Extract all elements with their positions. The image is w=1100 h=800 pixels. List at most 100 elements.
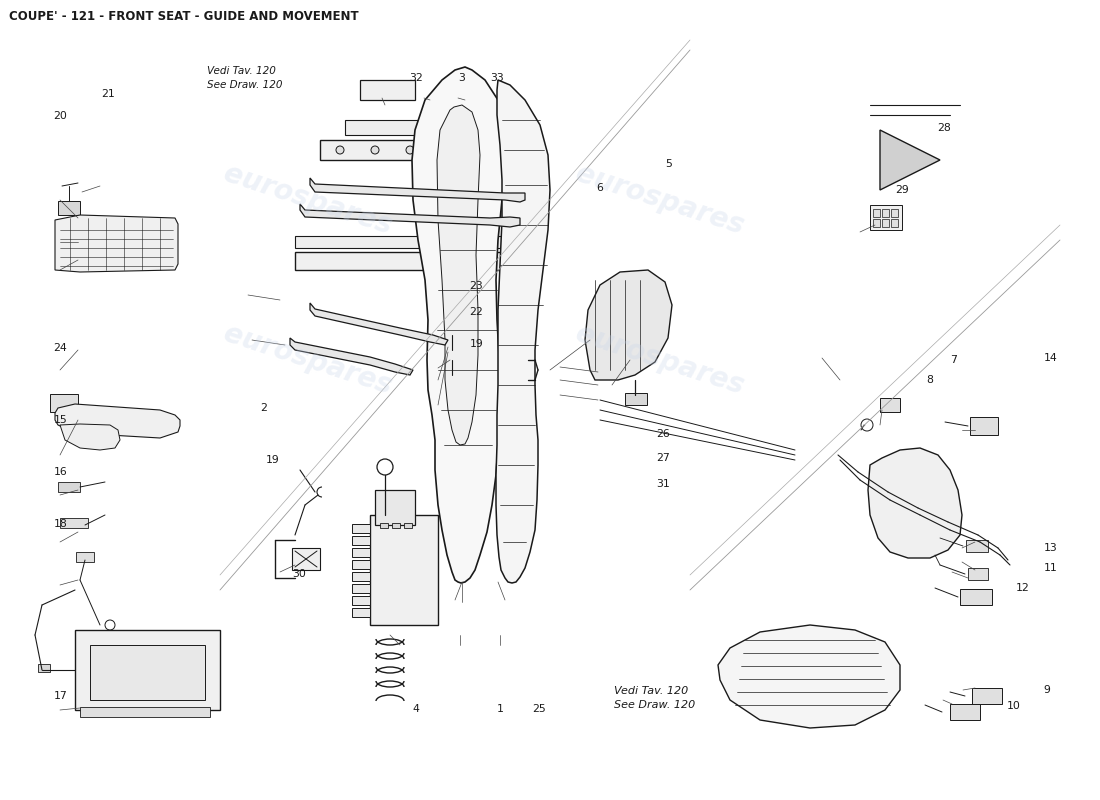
Text: 6: 6 bbox=[596, 183, 603, 193]
Text: Vedi Tav. 120
See Draw. 120: Vedi Tav. 120 See Draw. 120 bbox=[207, 66, 283, 90]
Bar bbox=[882, 219, 889, 227]
Circle shape bbox=[441, 146, 449, 154]
Text: 3: 3 bbox=[459, 73, 465, 82]
Bar bbox=[870, 205, 902, 230]
Bar bbox=[50, 394, 78, 412]
Polygon shape bbox=[55, 215, 178, 272]
Bar bbox=[90, 645, 205, 700]
Bar bbox=[882, 209, 889, 217]
Text: 20: 20 bbox=[54, 111, 67, 121]
Polygon shape bbox=[290, 338, 412, 375]
Text: eurospares: eurospares bbox=[220, 159, 396, 241]
Polygon shape bbox=[60, 424, 120, 450]
Bar bbox=[352, 548, 370, 557]
Text: 27: 27 bbox=[657, 454, 670, 463]
Bar bbox=[320, 140, 520, 160]
Text: 9: 9 bbox=[1044, 685, 1050, 694]
Text: 30: 30 bbox=[293, 570, 306, 579]
Circle shape bbox=[470, 151, 476, 157]
Circle shape bbox=[462, 159, 468, 165]
Circle shape bbox=[476, 146, 484, 154]
Circle shape bbox=[454, 167, 460, 173]
Circle shape bbox=[336, 146, 344, 154]
Bar bbox=[873, 219, 880, 227]
Circle shape bbox=[462, 167, 468, 173]
Circle shape bbox=[861, 419, 873, 431]
Text: Vedi Tav. 120
See Draw. 120: Vedi Tav. 120 See Draw. 120 bbox=[614, 686, 695, 710]
Text: 17: 17 bbox=[54, 691, 67, 701]
Text: 25: 25 bbox=[532, 704, 546, 714]
Text: 33: 33 bbox=[491, 73, 504, 82]
Bar bbox=[966, 540, 988, 552]
Bar bbox=[404, 523, 412, 528]
Text: 11: 11 bbox=[1044, 563, 1057, 573]
Polygon shape bbox=[718, 625, 900, 728]
Bar bbox=[352, 596, 370, 605]
Text: 24: 24 bbox=[54, 343, 67, 353]
Bar bbox=[39, 664, 50, 672]
Bar bbox=[60, 518, 88, 528]
Bar bbox=[58, 482, 80, 492]
Bar bbox=[352, 524, 370, 533]
Polygon shape bbox=[437, 105, 480, 445]
Text: 19: 19 bbox=[266, 455, 279, 465]
Bar bbox=[625, 393, 647, 405]
Polygon shape bbox=[585, 270, 672, 380]
Bar bbox=[970, 417, 998, 435]
Text: 31: 31 bbox=[657, 479, 670, 489]
Polygon shape bbox=[55, 404, 180, 438]
Polygon shape bbox=[496, 80, 550, 583]
Polygon shape bbox=[412, 67, 505, 583]
Bar bbox=[392, 523, 400, 528]
Circle shape bbox=[446, 151, 452, 157]
Circle shape bbox=[454, 159, 460, 165]
Bar bbox=[873, 209, 880, 217]
Circle shape bbox=[462, 151, 468, 157]
Polygon shape bbox=[310, 303, 448, 345]
Text: 15: 15 bbox=[54, 415, 67, 425]
Bar bbox=[370, 515, 438, 625]
Text: 14: 14 bbox=[1044, 354, 1057, 363]
Bar bbox=[352, 608, 370, 617]
Bar bbox=[292, 548, 320, 570]
Bar bbox=[880, 398, 900, 412]
Circle shape bbox=[446, 159, 452, 165]
Polygon shape bbox=[310, 178, 525, 202]
Text: 10: 10 bbox=[1008, 701, 1021, 710]
Bar bbox=[950, 704, 980, 720]
Text: 23: 23 bbox=[470, 282, 483, 291]
Text: 22: 22 bbox=[470, 307, 483, 317]
Text: 4: 4 bbox=[412, 704, 419, 714]
Bar bbox=[379, 523, 388, 528]
Bar bbox=[76, 552, 94, 562]
Bar bbox=[960, 589, 992, 605]
Bar bbox=[80, 707, 210, 717]
Bar bbox=[75, 630, 220, 710]
Text: 29: 29 bbox=[895, 186, 909, 195]
Bar bbox=[375, 490, 415, 525]
Polygon shape bbox=[880, 130, 940, 190]
Circle shape bbox=[470, 167, 476, 173]
Text: 5: 5 bbox=[666, 159, 672, 169]
Bar bbox=[352, 584, 370, 593]
Text: 26: 26 bbox=[657, 429, 670, 438]
Circle shape bbox=[406, 146, 414, 154]
Bar bbox=[891, 209, 898, 217]
Text: 13: 13 bbox=[1044, 543, 1057, 553]
Text: 32: 32 bbox=[409, 73, 422, 82]
Text: 1: 1 bbox=[497, 704, 504, 714]
Text: 8: 8 bbox=[926, 375, 933, 385]
Text: 21: 21 bbox=[101, 90, 114, 99]
Text: 19: 19 bbox=[470, 339, 483, 349]
Bar bbox=[352, 572, 370, 581]
Circle shape bbox=[454, 151, 460, 157]
Polygon shape bbox=[868, 448, 962, 558]
Polygon shape bbox=[300, 204, 520, 227]
Circle shape bbox=[446, 167, 452, 173]
Bar bbox=[972, 688, 1002, 704]
Bar bbox=[968, 568, 988, 580]
Text: 2: 2 bbox=[261, 403, 267, 413]
Text: 18: 18 bbox=[54, 519, 67, 529]
Bar bbox=[352, 560, 370, 569]
Bar bbox=[58, 201, 80, 215]
